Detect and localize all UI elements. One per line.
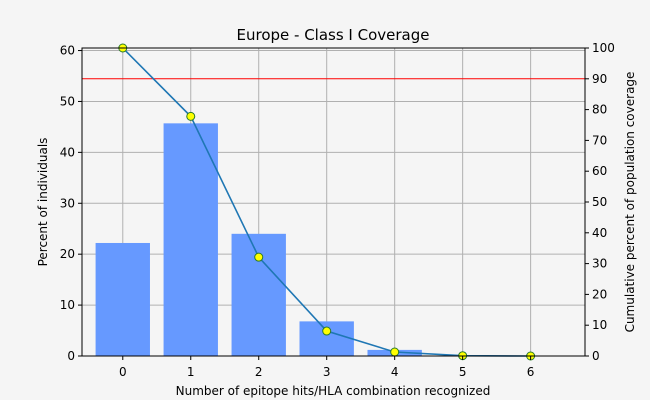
chart-title: Europe - Class I Coverage bbox=[237, 26, 430, 44]
line-point bbox=[322, 326, 332, 336]
y-tick-label: 60 bbox=[60, 44, 75, 58]
bar bbox=[95, 242, 150, 356]
y2-tick-label: 30 bbox=[592, 257, 607, 271]
y-tick-label: 10 bbox=[60, 298, 75, 312]
grid-lines bbox=[82, 48, 585, 357]
y2-axis-label: Cumulative percent of population coverag… bbox=[623, 72, 637, 333]
x-axis: 0 1 2 3 4 5 6 bbox=[119, 356, 534, 379]
y2-tick-label: 50 bbox=[592, 195, 607, 209]
y2-tick-label: 100 bbox=[592, 41, 615, 55]
x-tick-label: 6 bbox=[527, 365, 535, 379]
x-tick-label: 5 bbox=[459, 365, 467, 379]
x-tick-label: 3 bbox=[323, 365, 331, 379]
y-tick-label: 20 bbox=[60, 247, 75, 261]
bar bbox=[163, 123, 218, 356]
y-tick-label: 30 bbox=[60, 196, 75, 210]
x-tick-label: 1 bbox=[187, 365, 195, 379]
y2-tick-label: 60 bbox=[592, 164, 607, 178]
line-point bbox=[390, 347, 400, 357]
y2-tick-label: 10 bbox=[592, 318, 607, 332]
x-axis-label: Number of epitope hits/HLA combination r… bbox=[176, 384, 491, 398]
y2-tick-label: 20 bbox=[592, 287, 607, 301]
x-tick-label: 4 bbox=[391, 365, 399, 379]
y2-tick-label: 80 bbox=[592, 103, 607, 117]
plot-frame bbox=[81, 47, 586, 357]
y2-tick-label: 40 bbox=[592, 226, 607, 240]
y-tick-label: 50 bbox=[60, 94, 75, 108]
line-point bbox=[186, 111, 196, 121]
y-axis-left: 0 10 20 30 40 50 60 bbox=[60, 44, 82, 363]
y-axis-right: 0 10 20 30 40 50 60 70 80 90 100 bbox=[585, 41, 615, 363]
line-point bbox=[254, 252, 264, 262]
bar-series bbox=[95, 123, 490, 356]
x-tick-label: 0 bbox=[119, 365, 127, 379]
x-tick-label: 2 bbox=[255, 365, 263, 379]
y2-tick-label: 0 bbox=[592, 349, 600, 363]
y-tick-label: 40 bbox=[60, 145, 75, 159]
y-axis-label: Percent of individuals bbox=[36, 138, 50, 267]
bar bbox=[231, 233, 286, 356]
y-tick-label: 0 bbox=[67, 349, 75, 363]
y2-tick-label: 70 bbox=[592, 133, 607, 147]
y2-tick-label: 90 bbox=[592, 72, 607, 86]
